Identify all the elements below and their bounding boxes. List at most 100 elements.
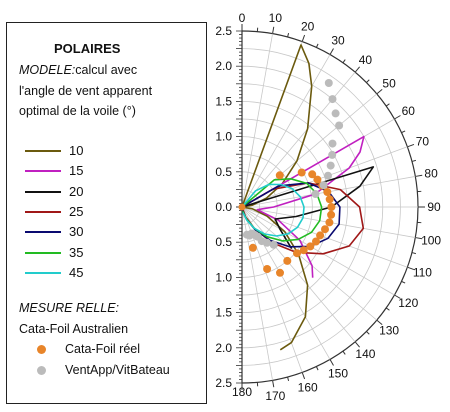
legend-marker-7	[37, 345, 46, 354]
measured-points	[238, 79, 344, 277]
angle-tick-label: 60	[402, 104, 416, 118]
angle-tick	[301, 34, 306, 42]
legend-label-45: 45	[69, 264, 84, 280]
series-point-7	[308, 170, 317, 179]
grid-spoke	[241, 206, 395, 296]
radial-tick-label: 0.5	[215, 235, 232, 249]
angle-tick-label: 20	[301, 20, 315, 34]
series-point-7	[312, 237, 320, 246]
grid-spoke	[241, 206, 408, 268]
radial-tick-label: 1.5	[215, 306, 232, 320]
legend-marker-8	[37, 366, 46, 375]
series-point-7	[297, 168, 306, 177]
model-line-2: l'angle de vent apparent	[19, 84, 153, 98]
angle-tick	[376, 319, 383, 326]
origin-point	[238, 203, 246, 211]
angle-tick	[415, 174, 423, 177]
legend-swatch-15	[25, 170, 61, 173]
angle-tick	[301, 372, 306, 380]
angle-tick	[407, 143, 415, 148]
series-point-7	[327, 203, 336, 211]
series-point-7	[276, 268, 284, 277]
legend-label-35: 35	[69, 244, 84, 260]
axis-labels: 0 10 20 30 40 50 60 70 80 90 100 110 120 130 140 150 160…	[215, 11, 441, 403]
angle-tick-label: 30	[331, 34, 345, 48]
angle-tick-label: 150	[328, 366, 348, 380]
legend-title: POLAIRES	[54, 41, 121, 56]
radial-tick-label: 2.0	[215, 341, 232, 355]
angle-tick-label: 130	[379, 323, 399, 337]
angle-tick	[394, 294, 401, 299]
radial-tick-label: 2.0	[215, 59, 232, 73]
series-point-8	[324, 171, 332, 180]
angle-tick-label: 180	[232, 385, 252, 399]
angle-tick	[342, 59, 346, 64]
legend-swatch-35	[25, 251, 61, 254]
angle-tick	[394, 115, 401, 120]
series-line-45	[241, 183, 305, 237]
angle-tick-label: 160	[298, 380, 318, 394]
legend-marker-label-7: Cata-Foil réel	[65, 342, 141, 356]
angle-tick-label: 0	[239, 11, 246, 25]
series-point-8	[326, 161, 335, 170]
angle-tick	[385, 307, 390, 311]
model-prefix: MODELE:	[19, 63, 76, 77]
grid-spoke	[241, 33, 273, 208]
radial-tick-label: 0.0	[215, 200, 232, 214]
series-point-7	[263, 265, 272, 273]
angle-tick-label: 40	[359, 53, 373, 67]
angle-tick	[385, 103, 390, 107]
angle-tick-label: 170	[265, 389, 285, 403]
radial-tick-label: 1.0	[215, 130, 232, 144]
angle-tick-label: 140	[355, 347, 375, 361]
angle-tick	[401, 280, 406, 284]
series-point-8	[324, 79, 333, 87]
series-point-7	[299, 246, 308, 255]
angle-tick-label: 110	[413, 266, 432, 280]
radial-tick-label: 2.5	[215, 24, 232, 38]
series-point-7	[293, 249, 301, 258]
legend-label-10: 10	[69, 143, 84, 158]
angle-tick	[354, 341, 361, 348]
series-point-8	[335, 121, 344, 130]
angle-tick-label: 70	[416, 134, 430, 148]
angle-tick	[287, 33, 290, 38]
legend-label-15: 15	[69, 163, 84, 179]
legend-swatch-20	[25, 190, 61, 193]
angle-tick	[376, 88, 383, 95]
series-point-7	[323, 188, 332, 196]
series-line-20	[241, 166, 375, 250]
series-point-8	[311, 190, 320, 198]
angle-tick-label: 10	[269, 11, 283, 25]
model-line-1-rest: calcul avec	[75, 63, 138, 77]
grid-spoke	[241, 206, 356, 343]
angle-tick	[315, 366, 319, 371]
grid-spoke	[241, 54, 331, 208]
angle-tick	[411, 159, 416, 162]
model-line-1: MODELE:calcul avec	[19, 63, 137, 77]
series-point-8	[269, 240, 278, 249]
measure-subtitle: Cata-Foil Australien	[19, 322, 129, 336]
series-point-7	[325, 195, 334, 204]
legend-swatch-45	[25, 271, 61, 274]
angle-tick	[407, 266, 415, 271]
measure-title: MESURE RELLE:	[19, 301, 120, 315]
angle-tick-label: 90	[427, 200, 441, 214]
legend-label-25: 25	[69, 203, 84, 219]
radial-tick-label: 1.0	[215, 270, 232, 284]
radial-tick-label: 2.5	[215, 376, 232, 390]
radial-tick-label: 0.5	[215, 165, 232, 179]
angle-tick	[366, 79, 370, 83]
legend-label-20: 20	[69, 183, 84, 199]
series-point-7	[327, 210, 336, 219]
angle-tick	[287, 376, 290, 381]
angle-tick	[329, 48, 334, 55]
series-point-7	[275, 171, 284, 180]
angle-tick	[354, 66, 361, 73]
series-point-8	[242, 230, 251, 239]
model-line-3: optimal de la voile (°)	[19, 104, 136, 118]
series-point-8	[319, 181, 328, 190]
angle-tick	[366, 331, 370, 335]
angle-tick	[415, 237, 423, 240]
angle-tick	[272, 26, 275, 34]
